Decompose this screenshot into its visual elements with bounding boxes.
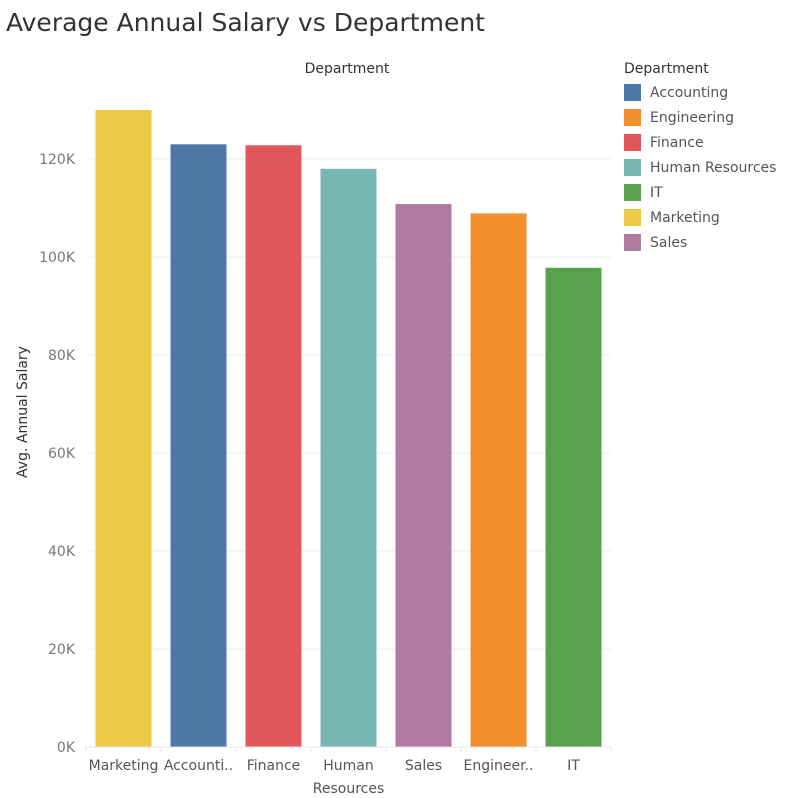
chart-title: Average Annual Salary vs Department	[6, 8, 485, 37]
bar-it[interactable]	[545, 267, 602, 747]
y-axis-title: Avg. Annual Salary	[15, 346, 31, 478]
legend-swatch	[624, 134, 641, 151]
legend-swatch	[624, 109, 641, 126]
legend-label: IT	[650, 184, 663, 201]
legend-label: Sales	[650, 234, 688, 251]
x-tick-label: Finance	[247, 758, 301, 774]
x-tick-label: Accounti..	[164, 758, 233, 774]
legend-item-it[interactable]: IT	[624, 180, 794, 205]
x-tick-label: Marketing	[89, 758, 159, 774]
legend-item-finance[interactable]: Finance	[624, 130, 794, 155]
x-tick-label: IT	[567, 758, 580, 774]
bar-accounting[interactable]	[170, 144, 227, 748]
legend-item-sales[interactable]: Sales	[624, 230, 794, 255]
x-tick-label: Resources	[313, 781, 385, 797]
bar-marketing[interactable]	[95, 110, 152, 747]
legend-label: Accounting	[650, 84, 729, 101]
y-tick-label: 60K	[48, 446, 76, 462]
x-tick-label: Human	[323, 758, 374, 774]
legend-item-marketing[interactable]: Marketing	[624, 205, 794, 230]
legend-items: Accounting Engineering Finance Human Resour…	[624, 80, 794, 255]
legend-item-human-resources[interactable]: Human Resources	[624, 155, 794, 180]
legend-label: Marketing	[650, 209, 720, 226]
legend-label: Finance	[650, 134, 704, 151]
y-tick-label: 80K	[48, 348, 76, 364]
y-tick-label: 40K	[48, 544, 76, 560]
legend-swatch	[624, 159, 641, 176]
bar-finance[interactable]	[245, 145, 302, 747]
bar-sales[interactable]	[395, 204, 452, 747]
legend-title: Department	[624, 61, 709, 77]
bars	[95, 110, 602, 748]
bar-engineering[interactable]	[470, 213, 527, 747]
y-tick-label: 0K	[57, 740, 76, 756]
x-tick-label: Engineer..	[464, 758, 534, 774]
legend-swatch	[624, 184, 641, 201]
legend-swatch	[624, 84, 641, 101]
legend-item-accounting[interactable]: Accounting	[624, 80, 794, 105]
legend-swatch	[624, 234, 641, 251]
axes: 0K 20K 40K 60K 80K 100K 120K Marketing Accounti.…	[39, 152, 612, 797]
y-tick-label: 100K	[39, 250, 76, 266]
legend-label: Human Resources	[650, 159, 777, 176]
y-tick-label: 120K	[39, 152, 76, 168]
bar-human-resources[interactable]	[320, 168, 377, 748]
legend-label: Engineering	[650, 109, 734, 126]
x-tick-label: Sales	[405, 758, 442, 774]
legend-item-engineering[interactable]: Engineering	[624, 105, 794, 130]
legend-swatch	[624, 209, 641, 226]
legend: Department Accounting Engineering Finance H…	[624, 58, 794, 255]
column-header: Department	[305, 61, 390, 77]
y-tick-label: 20K	[48, 642, 76, 658]
